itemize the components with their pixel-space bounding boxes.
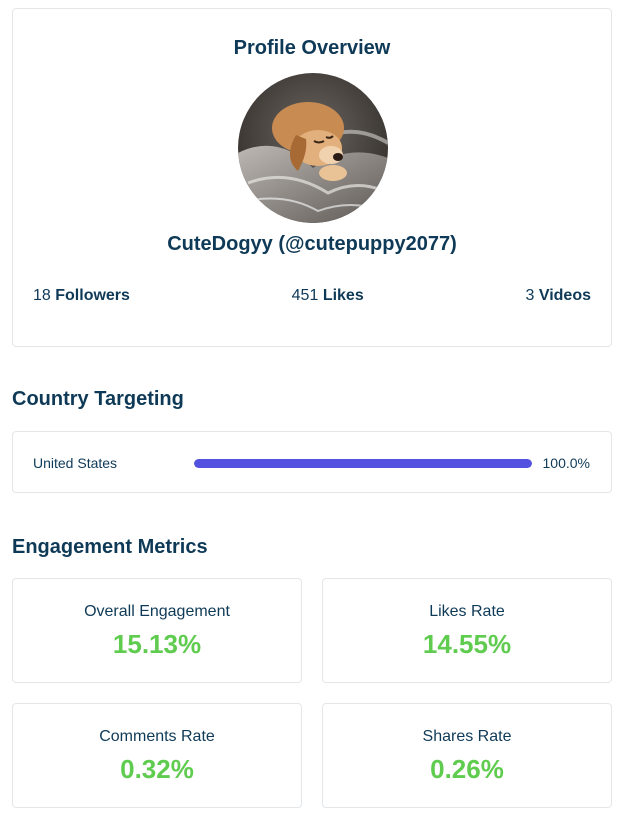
metric-value: 14.55% xyxy=(422,629,512,659)
engagement-metrics-title: Engagement Metrics xyxy=(12,536,208,558)
likes-label: Likes xyxy=(322,287,364,304)
profile-stats: 18 Followers 451 Likes 3 Videos xyxy=(33,287,591,305)
country-name: United States xyxy=(33,455,118,471)
metric-value: 0.26% xyxy=(430,754,504,784)
metric-value: 0.32% xyxy=(120,754,194,784)
likes-count: 451 xyxy=(291,287,319,304)
country-percent: 100.0% xyxy=(542,455,590,471)
videos-count: 3 xyxy=(525,287,535,304)
profile-overview-title: Profile Overview xyxy=(233,37,391,59)
metric-card-shares-rate: Shares Rate 0.26% xyxy=(322,703,612,808)
puppy-avatar-image xyxy=(238,73,388,223)
avatar xyxy=(238,73,388,223)
metric-card-comments-rate: Comments Rate 0.32% xyxy=(12,703,302,808)
metric-card-likes-rate: Likes Rate 14.55% xyxy=(322,578,612,683)
metric-value: 15.13% xyxy=(112,629,202,659)
metric-card-overall-engagement: Overall Engagement 15.13% xyxy=(12,578,302,683)
country-targeting-card: United States 100.0% xyxy=(12,431,612,493)
country-targeting-title: Country Targeting xyxy=(12,388,184,410)
followers-label: Followers xyxy=(55,287,130,304)
metric-label: Comments Rate xyxy=(99,728,215,745)
metric-label: Overall Engagement xyxy=(84,603,230,620)
likes-stat: 451 Likes xyxy=(292,287,364,305)
profile-overview-card: Profile Overview xyxy=(12,8,612,347)
followers-stat: 18 Followers xyxy=(33,287,130,305)
country-progress-bar xyxy=(194,459,532,468)
metric-label: Likes Rate xyxy=(429,603,505,620)
metric-label: Shares Rate xyxy=(422,728,512,745)
videos-label: Videos xyxy=(538,287,591,304)
profile-name: CuteDogyy (@cutepuppy2077) xyxy=(167,233,457,255)
followers-count: 18 xyxy=(33,287,51,304)
videos-stat: 3 Videos xyxy=(525,287,591,305)
country-progress-fill xyxy=(194,459,532,468)
